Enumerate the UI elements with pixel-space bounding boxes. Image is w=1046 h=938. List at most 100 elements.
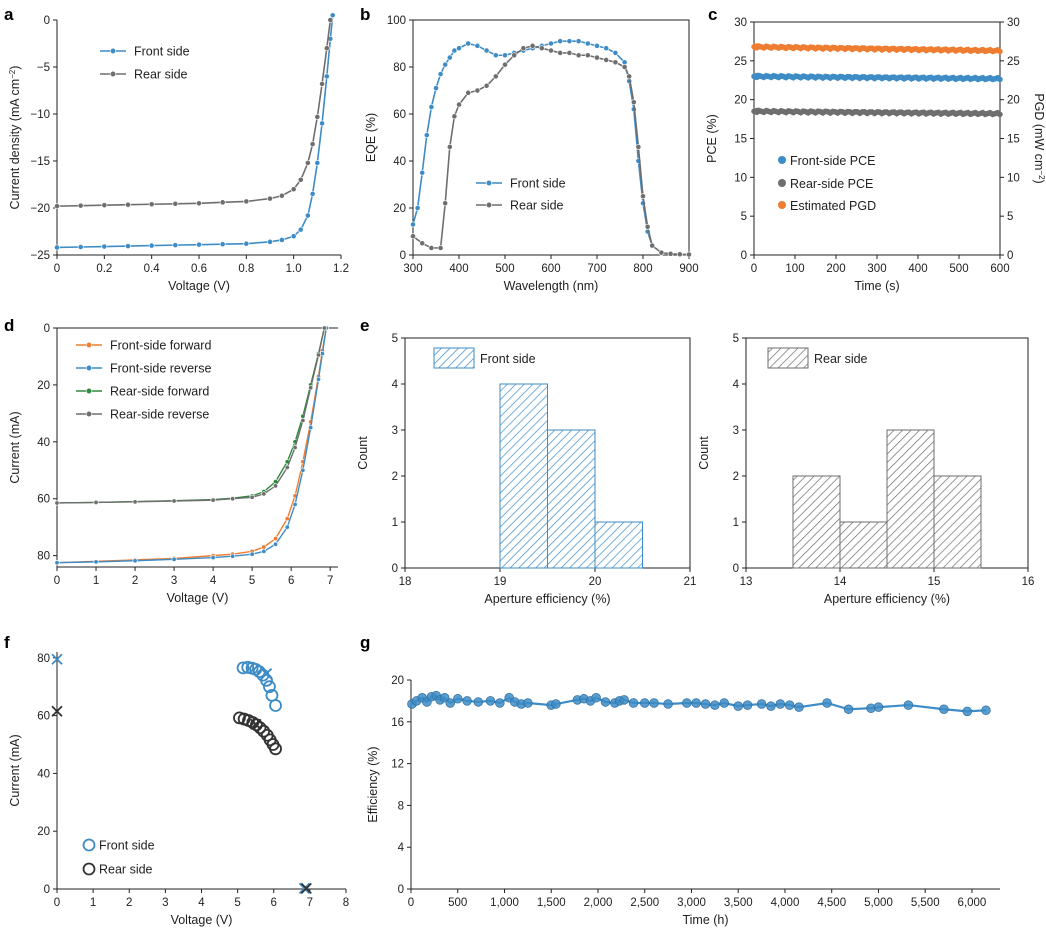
g-series-point — [600, 697, 611, 707]
c-y2-tick-label: 20 — [1007, 95, 1020, 107]
b-x-tick-label: 400 — [449, 263, 468, 275]
a-x-tick-label: 0.6 — [191, 263, 207, 275]
g-series-point — [873, 702, 884, 712]
e2-y-tick-label: 3 — [733, 425, 739, 437]
g-series-point — [733, 701, 743, 711]
b-series-1-point — [644, 223, 651, 230]
b-series-1-point — [635, 143, 642, 150]
b-series-1-point — [451, 113, 458, 120]
f-x-tick-label: 5 — [234, 897, 240, 909]
c-legend-label-1: Rear-side PCE — [790, 177, 873, 191]
b-series-1-point — [649, 242, 656, 249]
e1-bar — [547, 429, 596, 569]
d-series-3-point — [292, 444, 298, 450]
b-series-1-point — [529, 42, 536, 49]
b-series-0-point — [428, 104, 435, 110]
f-y-tick-label: 20 — [37, 826, 50, 838]
d-series-0-point — [273, 536, 279, 542]
c-y2-tick-label: 30 — [1007, 17, 1020, 29]
b-series-1-point — [474, 87, 481, 94]
a-series-1-point — [101, 202, 108, 209]
e1-x-tick-label: 18 — [399, 576, 412, 588]
panel-label-a: a — [4, 5, 14, 24]
panel-label-g: g — [360, 633, 370, 652]
b-series-1-point — [557, 50, 564, 56]
b-series-1-point — [630, 99, 637, 106]
b-series-1-point — [686, 251, 692, 258]
g-series-point — [523, 698, 533, 708]
d-series-0-point — [261, 544, 267, 550]
a-series-1-point — [319, 81, 325, 87]
b-y-tick-label: 80 — [393, 62, 406, 74]
c-legend-label-0: Front-side PCE — [790, 154, 875, 168]
d-x-tick-label: 5 — [249, 575, 255, 587]
b-series-0-point — [442, 61, 449, 68]
f-x-marker-stroke — [300, 882, 312, 895]
a-series-1-point — [219, 199, 226, 206]
b-series-0-point — [557, 38, 564, 45]
e2-x-tick-label: 13 — [740, 576, 753, 588]
a-series-0-point — [329, 12, 336, 19]
b-y-label: EQE (%) — [364, 113, 378, 162]
c-legend-marker-1 — [778, 179, 786, 187]
b-series-1-point — [676, 251, 683, 258]
b-series-0-point — [446, 54, 453, 61]
d-series-3-point — [273, 483, 279, 489]
g-y-tick-label: 16 — [391, 717, 404, 729]
g-x-tick-label: 1,000 — [490, 897, 519, 909]
c-x-tick-label: 300 — [867, 263, 886, 275]
b-series-1-point — [483, 82, 490, 89]
b-series-1-point — [594, 54, 600, 61]
e1-x-tick-label: 20 — [589, 576, 602, 588]
g-series-point — [756, 699, 767, 709]
b-series-0-point — [575, 38, 582, 45]
b-series-1-point — [626, 73, 633, 80]
a-x-tick-label: 0.8 — [238, 263, 254, 275]
g-series-point — [775, 699, 786, 709]
d-series-1-point — [171, 556, 177, 562]
d-y-tick-label: 60 — [37, 494, 50, 506]
f-x-tick-label: 7 — [307, 897, 313, 909]
e2-bar — [886, 429, 935, 569]
d-series-1-point — [210, 555, 216, 561]
d-x-label: Voltage (V) — [167, 591, 229, 605]
d-series-1-point — [230, 553, 236, 559]
e2-y-tick-label: 1 — [733, 517, 739, 529]
b-series-1-point — [538, 45, 545, 52]
b-x-tick-label: 500 — [495, 263, 514, 275]
d-series-1-point — [308, 425, 314, 431]
a-series-0-point — [196, 241, 202, 248]
e1-y-tick-label: 2 — [392, 471, 398, 483]
f-x-marker-stroke — [51, 705, 63, 717]
g-x-tick-label: 4,500 — [817, 897, 846, 909]
f-x-marker-stroke — [298, 882, 311, 895]
d-series-3-point — [284, 464, 290, 470]
a-series-0-point — [319, 120, 325, 127]
d-x-tick-label: 6 — [288, 575, 294, 587]
c-series-2-trace — [751, 43, 1003, 55]
b-series-1-point — [658, 249, 665, 256]
b-series-1-point — [437, 245, 444, 251]
b-series-0-point — [433, 85, 439, 92]
c-series-0-trace — [751, 72, 1003, 83]
f-legend-marker-1 — [82, 862, 96, 876]
b-rear-legend-label: Rear side — [510, 199, 564, 213]
g-x-tick-label: 500 — [448, 897, 467, 909]
a-y-tick-label: −15 — [30, 156, 50, 168]
b-y-tick-label: 20 — [393, 203, 406, 215]
f-x-tick-label: 8 — [343, 897, 349, 909]
d-series-3-point — [171, 498, 177, 504]
d-y-tick-label: 80 — [37, 551, 50, 563]
d-series-2-legend-label: Rear-side forward — [110, 385, 209, 399]
d-series-2-legend-marker — [85, 387, 93, 395]
g-series-point — [700, 699, 711, 709]
g-y-tick-label: 4 — [398, 842, 405, 854]
d-series-1-point — [93, 559, 99, 565]
a-series-1-point — [77, 202, 84, 209]
b-series-1-point — [612, 59, 619, 66]
a-x-tick-label: 0.4 — [144, 263, 161, 275]
b-series-0-point — [612, 50, 619, 56]
b-series-1-point — [511, 52, 518, 59]
g-series-point — [742, 700, 753, 710]
c-y-label: PCE (%) — [705, 114, 719, 163]
